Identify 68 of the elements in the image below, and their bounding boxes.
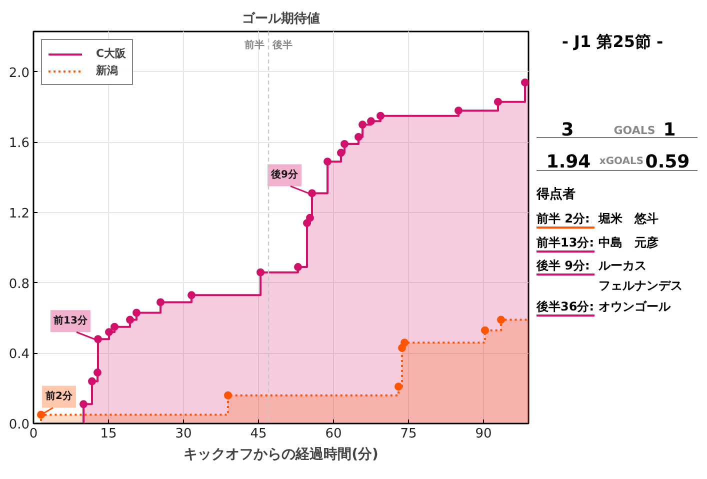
- point: [308, 189, 316, 198]
- point: [294, 263, 302, 272]
- point: [481, 326, 489, 334]
- x-tick-label: 90: [475, 426, 492, 442]
- x-tick-label: 15: [100, 426, 117, 442]
- y-tick-label: 0.0: [8, 418, 30, 432]
- text: - J1 第25節 -: [562, 32, 664, 51]
- text: ルーカス: [598, 258, 646, 272]
- chart-title: ゴール期待値: [242, 12, 320, 26]
- text: 得点者: [536, 186, 576, 202]
- point: [126, 316, 134, 324]
- text: 前半 2分:: [536, 212, 590, 226]
- annotation: 前2分: [44, 390, 74, 402]
- annotation: 前半: [244, 39, 264, 51]
- x-tick-label: 0: [29, 426, 38, 442]
- x-tick-label: 60: [325, 426, 342, 442]
- y-tick-label: 0.8: [8, 276, 30, 292]
- point: [367, 117, 375, 126]
- text: xGOALS: [599, 156, 644, 167]
- text: 中島 元彦: [598, 236, 658, 250]
- point: [105, 328, 113, 336]
- point: [224, 391, 232, 400]
- text: フェルナンデス: [598, 278, 682, 292]
- point: [494, 98, 502, 106]
- point: [306, 214, 314, 222]
- point: [521, 78, 528, 86]
- text: 前半13分:: [536, 236, 594, 250]
- y-tick-label: 0.4: [8, 347, 30, 362]
- point: [400, 338, 408, 347]
- point: [88, 377, 96, 386]
- text: 3: [561, 120, 574, 140]
- x-tick-label: 45: [250, 426, 267, 442]
- text: 1.94: [546, 152, 591, 172]
- text: 1: [663, 120, 676, 140]
- text: オウンゴール: [598, 300, 672, 314]
- point: [256, 268, 264, 276]
- legend-label: 新潟: [96, 63, 118, 78]
- point: [324, 158, 332, 166]
- text: 後半 9分:: [536, 258, 590, 272]
- point: [497, 316, 505, 324]
- point: [354, 132, 362, 141]
- text: 0.59: [645, 152, 690, 172]
- point: [156, 298, 164, 306]
- x-axis-title: キックオフからの経過時間(分): [184, 446, 378, 462]
- point: [454, 106, 462, 115]
- annotation: 後9分: [270, 168, 299, 181]
- point: [394, 382, 402, 391]
- point: [188, 291, 196, 300]
- text: 後半36分:: [536, 300, 594, 314]
- point: [337, 148, 345, 157]
- point: [94, 335, 102, 344]
- text: 堀米 悠斗: [598, 212, 658, 226]
- legend-label: C大阪: [96, 46, 126, 61]
- text: GOALS: [614, 124, 656, 137]
- point: [94, 368, 102, 377]
- y-tick-label: 2.0: [8, 66, 30, 81]
- x-tick-label: 75: [400, 426, 417, 442]
- point: [80, 400, 88, 408]
- point: [340, 140, 348, 148]
- point: [358, 120, 366, 129]
- point: [132, 308, 140, 317]
- x-tick-label: 30: [175, 426, 192, 442]
- point: [110, 322, 118, 331]
- y-tick-label: 1.2: [8, 206, 30, 222]
- y-tick-label: 1.6: [8, 136, 30, 152]
- point: [376, 112, 384, 120]
- annotation: 後半: [272, 39, 292, 51]
- annotation: 前13分: [52, 314, 88, 327]
